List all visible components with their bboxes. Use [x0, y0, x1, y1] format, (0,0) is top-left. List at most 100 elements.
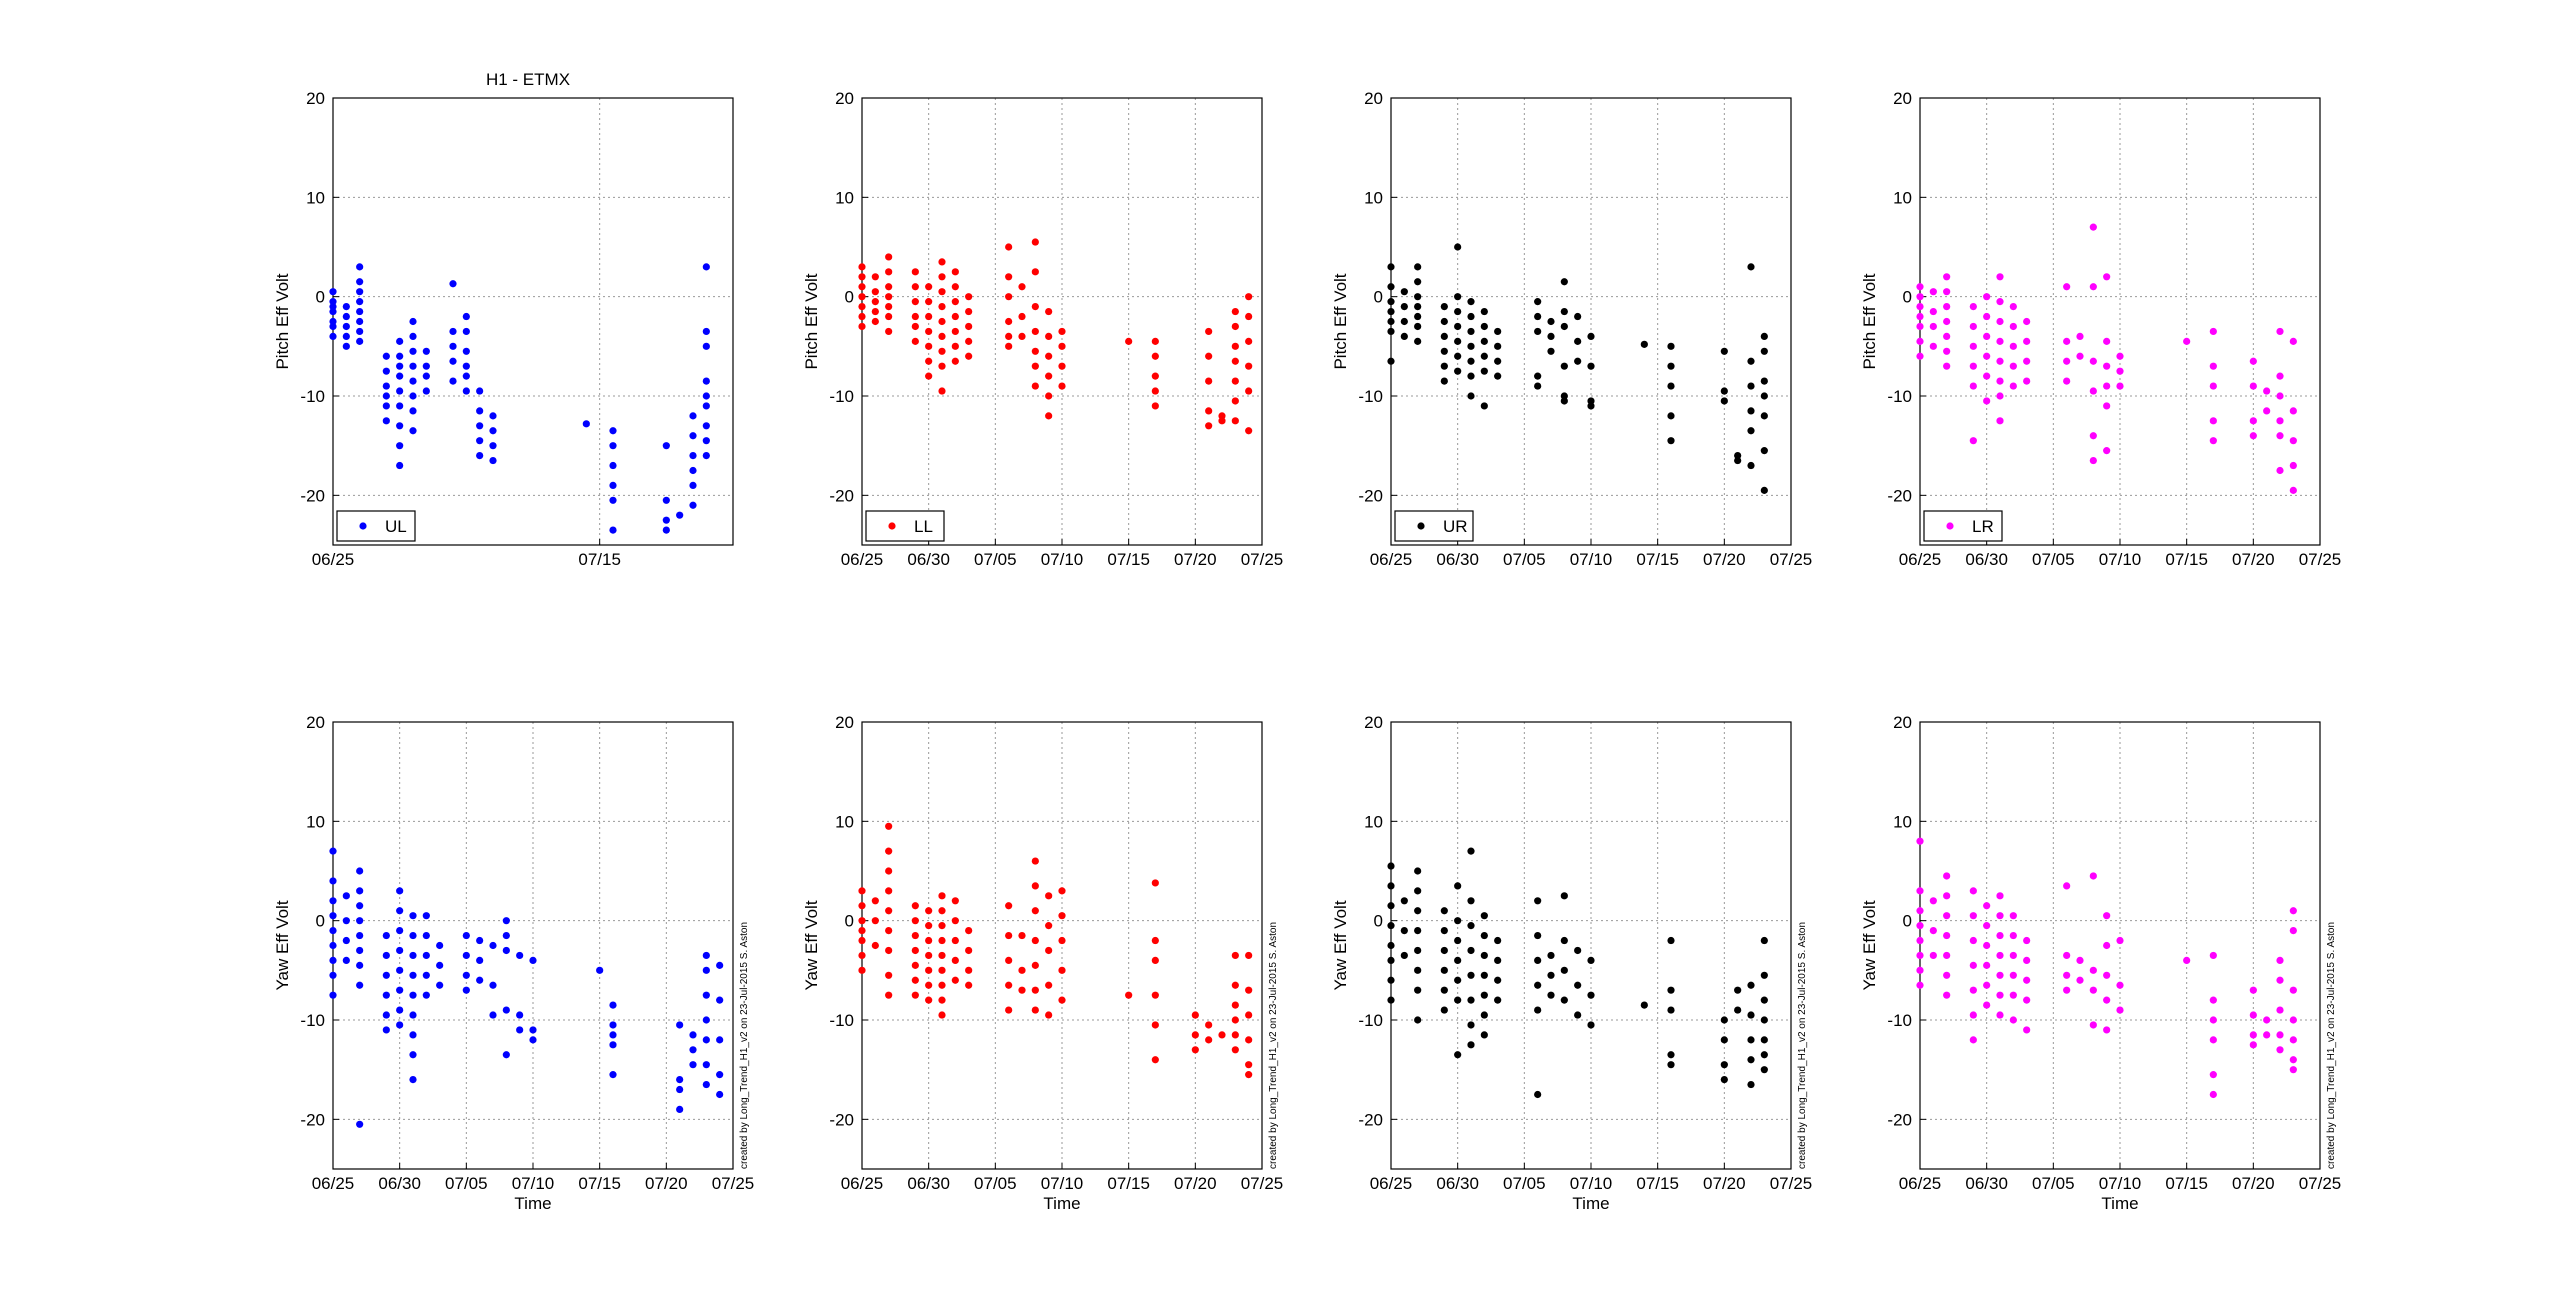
data-point	[609, 496, 617, 504]
data-point	[1480, 322, 1488, 331]
data-point	[1587, 1021, 1595, 1029]
data-point	[1480, 1031, 1488, 1039]
data-point	[1454, 1051, 1462, 1059]
axes-box	[332, 97, 734, 546]
data-point	[871, 317, 879, 326]
data-point	[1151, 372, 1159, 380]
data-point	[1747, 382, 1755, 390]
data-point	[871, 941, 879, 950]
data-point	[938, 907, 946, 915]
data-point	[938, 922, 946, 930]
data-point	[1387, 263, 1395, 271]
data-point	[911, 991, 919, 999]
data-point	[689, 1031, 697, 1039]
x-tick-label: 07/15	[2165, 1174, 2208, 1193]
data-point	[1916, 887, 1924, 895]
data-point	[1467, 1041, 1475, 1049]
x-tick-label: 06/25	[1370, 550, 1413, 569]
data-point	[396, 887, 404, 895]
data-point	[1467, 342, 1475, 350]
data-point	[2103, 382, 2111, 390]
data-point	[2249, 1011, 2257, 1019]
data-point	[396, 442, 404, 450]
data-point	[1943, 288, 1951, 296]
data-point	[1414, 966, 1422, 974]
data-point	[1467, 372, 1475, 380]
data-point	[2009, 1016, 2017, 1024]
panel-yaw-UL: 20 10 0 -10 -20 06/25 06/30 07/05 07/10 07/15 07/2…	[273, 713, 754, 1213]
data-point	[2209, 437, 2217, 445]
data-point	[1191, 1011, 1199, 1019]
data-point	[1440, 347, 1448, 355]
data-point	[409, 912, 417, 920]
y-axis-label: Pitch Eff Volt	[802, 273, 821, 369]
data-point	[1667, 986, 1675, 994]
x-tick-label: 07/15	[1107, 550, 1150, 569]
data-point	[396, 402, 404, 410]
data-point	[1414, 312, 1422, 321]
data-point	[951, 897, 959, 905]
data-point	[1574, 337, 1582, 345]
data-point	[702, 1061, 710, 1069]
data-point	[1943, 332, 1951, 340]
data-point	[925, 342, 933, 350]
data-point	[1574, 946, 1582, 955]
data-point	[2263, 387, 2271, 395]
data-point	[2103, 402, 2111, 410]
data-point	[396, 337, 404, 345]
data-point	[329, 912, 337, 920]
x-tick-label: 07/20	[1174, 1174, 1217, 1193]
y-tick-label: 20	[1893, 713, 1912, 732]
data-point	[1454, 882, 1462, 890]
y-tick-label: 0	[1903, 912, 1912, 931]
data-point	[1414, 293, 1422, 301]
data-point	[689, 412, 697, 420]
data-point	[382, 367, 390, 375]
data-point	[1440, 377, 1448, 385]
data-point	[409, 332, 417, 340]
data-point	[342, 312, 350, 321]
data-point	[2009, 362, 2017, 370]
data-point	[1916, 951, 1924, 960]
y-tick-label: 20	[1364, 713, 1383, 732]
data-point	[502, 917, 510, 925]
data-point	[1031, 882, 1039, 890]
data-point	[938, 288, 946, 296]
data-point	[858, 927, 866, 935]
data-point	[858, 966, 866, 974]
x-tick-label: 06/30	[1965, 1174, 2008, 1193]
data-point	[1916, 352, 1924, 360]
data-point	[609, 1031, 617, 1039]
data-point	[1045, 352, 1053, 360]
data-point	[1387, 307, 1395, 316]
data-point	[1720, 1016, 1728, 1024]
data-point	[1494, 357, 1502, 365]
data-point	[342, 892, 350, 900]
data-point	[2249, 1031, 2257, 1039]
data-point	[1231, 417, 1239, 425]
data-point	[1560, 996, 1568, 1004]
data-point	[462, 327, 470, 336]
y-axis-label: Pitch Eff Volt	[273, 273, 292, 369]
data-point	[476, 422, 484, 430]
data-point	[1760, 332, 1768, 340]
data-point	[1018, 966, 1026, 974]
data-point	[2009, 912, 2017, 920]
data-point	[2103, 1026, 2111, 1034]
x-tick-label: 07/20	[645, 1174, 688, 1193]
data-point	[1414, 1016, 1422, 1024]
data-point	[1983, 293, 1991, 301]
x-tick-label: 07/15	[578, 550, 621, 569]
data-point	[2009, 322, 2017, 331]
data-point	[2089, 223, 2097, 231]
data-point	[409, 1031, 417, 1039]
data-point	[1734, 456, 1742, 465]
data-point	[529, 1036, 537, 1044]
data-point	[951, 342, 959, 350]
data-point	[1387, 298, 1395, 306]
data-point	[2276, 327, 2284, 336]
series-pitch-UL	[329, 263, 710, 534]
data-point	[502, 931, 510, 940]
x-tick-label: 07/20	[1174, 550, 1217, 569]
data-point	[885, 312, 893, 321]
